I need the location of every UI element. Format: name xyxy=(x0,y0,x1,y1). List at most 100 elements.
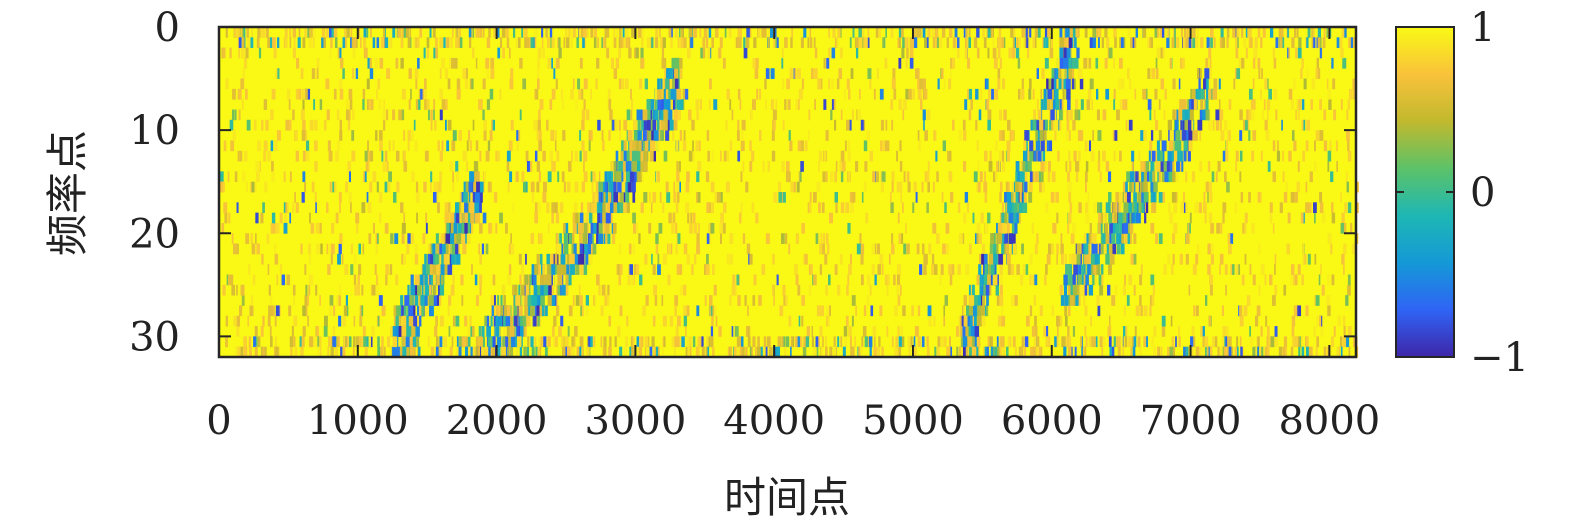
heatmap-cell xyxy=(1050,243,1054,255)
heatmap-cell xyxy=(583,150,588,162)
heatmap-cell xyxy=(812,274,815,286)
heatmap-cell xyxy=(1226,37,1229,49)
heatmap-cell xyxy=(1018,346,1022,358)
heatmap-cell xyxy=(891,119,894,131)
heatmap-cell xyxy=(1229,233,1234,244)
heatmap-cell xyxy=(336,295,341,306)
heatmap-cell xyxy=(1147,68,1151,79)
heatmap-cell xyxy=(695,140,699,152)
heatmap-cell xyxy=(437,202,440,214)
heatmap-cell xyxy=(951,57,955,69)
heatmap-cell xyxy=(1052,99,1056,110)
heatmap-cell xyxy=(538,336,541,348)
heatmap-cell xyxy=(679,68,682,79)
heatmap-cell xyxy=(299,336,304,348)
heatmap-cell xyxy=(1311,27,1313,38)
heatmap-cell xyxy=(726,253,729,265)
heatmap-cell xyxy=(1083,346,1087,358)
heatmap-cell xyxy=(462,243,467,255)
heatmap-cell xyxy=(635,222,639,234)
heatmap-cell xyxy=(445,68,448,79)
heatmap-cell xyxy=(902,109,905,121)
heatmap-cell xyxy=(510,233,512,244)
heatmap-cell xyxy=(378,99,382,110)
heatmap-cell xyxy=(560,88,563,100)
heatmap-cell xyxy=(1158,171,1161,183)
heatmap-cell xyxy=(307,315,309,327)
heatmap-cell xyxy=(304,264,307,275)
heatmap-cell xyxy=(572,212,576,224)
heatmap-cell xyxy=(709,78,712,90)
heatmap-cell xyxy=(350,37,352,49)
heatmap-cell xyxy=(1001,315,1006,327)
heatmap-cell xyxy=(283,222,288,234)
heatmap-cell xyxy=(917,78,921,90)
heatmap-cell xyxy=(401,253,405,265)
heatmap-cell xyxy=(737,88,741,100)
heatmap-cell xyxy=(1143,305,1148,317)
heatmap-cell xyxy=(618,274,621,286)
heatmap-cell xyxy=(491,119,496,131)
heatmap-cell xyxy=(327,346,330,358)
heatmap-cell xyxy=(668,212,672,224)
heatmap-cell xyxy=(1209,274,1214,286)
heatmap-cell xyxy=(1149,295,1153,306)
heatmap-cell xyxy=(437,284,441,296)
heatmap-cell xyxy=(558,47,562,59)
heatmap-cell xyxy=(1107,284,1111,296)
heatmap-cell xyxy=(1114,130,1118,141)
heatmap-cell xyxy=(1203,192,1206,203)
heatmap-cell xyxy=(487,181,492,193)
heatmap-cell xyxy=(1239,130,1243,141)
heatmap-cell xyxy=(631,27,635,38)
heatmap-cell xyxy=(263,150,267,162)
heatmap-cell xyxy=(424,274,428,286)
heatmap-cell xyxy=(997,78,1001,90)
heatmap-cell xyxy=(1272,222,1275,234)
heatmap-cell xyxy=(931,253,935,265)
heatmap-cell xyxy=(581,119,585,131)
heatmap-cell xyxy=(222,284,226,296)
heatmap-cell xyxy=(638,233,641,244)
heatmap-cell xyxy=(631,140,637,152)
heatmap-cell xyxy=(424,253,428,265)
heatmap-cell xyxy=(452,233,458,244)
heatmap-cell xyxy=(551,264,556,275)
heatmap-cell xyxy=(367,57,370,69)
heatmap-cell xyxy=(630,88,632,100)
heatmap-cell xyxy=(756,88,759,100)
heatmap-cell xyxy=(582,264,588,275)
heatmap-cell xyxy=(1272,295,1276,306)
heatmap-cell xyxy=(789,68,793,79)
heatmap-cell xyxy=(326,27,329,38)
heatmap-cell xyxy=(302,305,306,317)
heatmap-cell xyxy=(353,315,356,327)
heatmap-cell xyxy=(1269,212,1273,224)
heatmap-cell xyxy=(285,202,288,214)
heatmap-cell xyxy=(1340,192,1342,203)
heatmap-cell xyxy=(689,222,693,234)
heatmap-cell xyxy=(419,305,422,317)
heatmap-cell xyxy=(648,140,652,152)
heatmap-cell xyxy=(534,27,538,38)
heatmap-cell xyxy=(439,315,444,327)
heatmap-cell xyxy=(1046,78,1049,90)
heatmap-cell xyxy=(503,326,506,337)
heatmap-cell xyxy=(429,295,434,306)
heatmap-cell xyxy=(382,37,386,49)
heatmap-cell xyxy=(687,305,690,317)
heatmap-cell xyxy=(566,181,571,193)
heatmap-cell xyxy=(610,212,613,224)
heatmap-cell xyxy=(1178,326,1180,337)
heatmap-cell xyxy=(915,192,918,203)
heatmap-cell xyxy=(639,274,643,286)
heatmap-cell xyxy=(492,346,495,358)
heatmap-cell xyxy=(1024,336,1029,348)
heatmap-cell xyxy=(671,336,675,348)
heatmap-cell xyxy=(641,37,644,49)
heatmap-cell xyxy=(1189,212,1192,224)
heatmap-cell xyxy=(608,346,612,358)
heatmap-cell xyxy=(1073,57,1079,69)
heatmap-cell xyxy=(510,68,514,79)
heatmap-cell xyxy=(473,171,479,183)
